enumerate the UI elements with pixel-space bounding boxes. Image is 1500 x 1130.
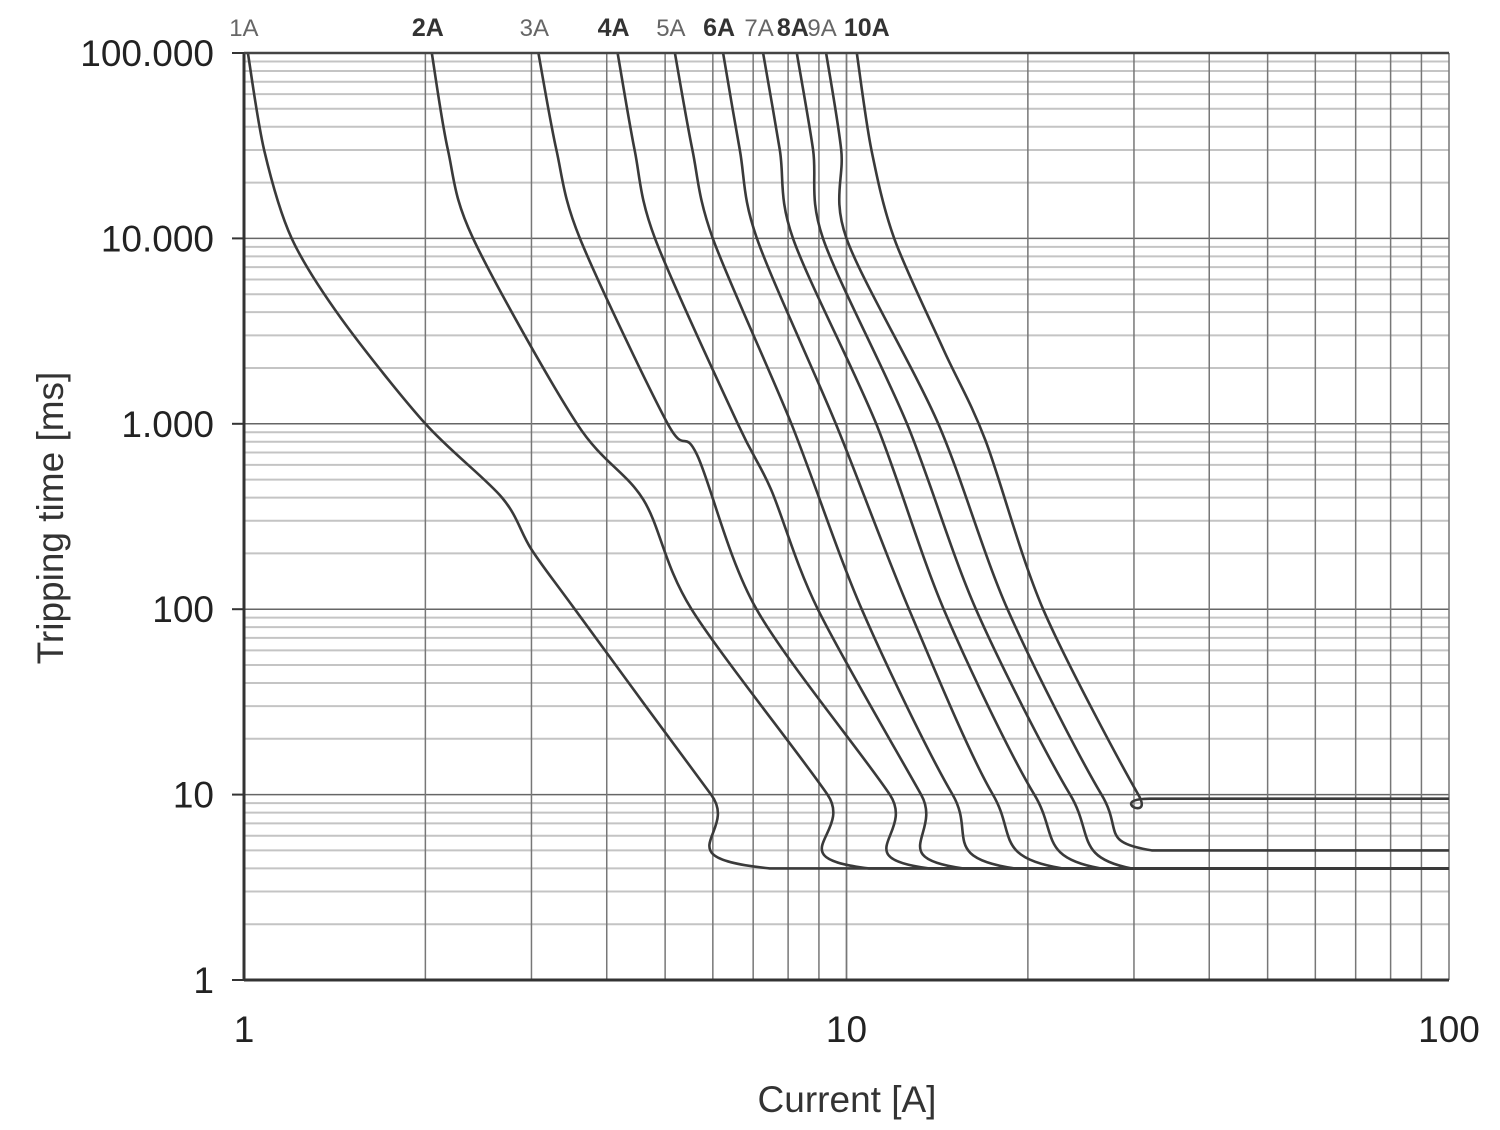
curve-10A xyxy=(855,52,1449,810)
curve-7A xyxy=(761,52,1449,870)
x-tick-label: 10 xyxy=(826,1009,867,1050)
curves xyxy=(246,52,1449,870)
series-label-4A: 4A xyxy=(598,14,630,42)
tick-labels: 100.000 10.000 1.000 100 10 11 10 100 xyxy=(80,33,1480,1050)
y-axis-label: Tripping time [ms] xyxy=(30,372,71,665)
curve-9A xyxy=(824,52,1449,852)
series-label-5A: 5A xyxy=(656,15,685,42)
y-tick-label: 100.000 xyxy=(80,33,214,74)
series-label-6A: 6A xyxy=(703,14,735,42)
y-tick-label: 10.000 xyxy=(101,218,214,259)
y-tick-label: 1 xyxy=(193,960,214,1001)
series-label-8A: 8A xyxy=(777,14,809,42)
x-tick-label: 100 xyxy=(1418,1009,1480,1050)
y-tick-label: 10 xyxy=(173,775,214,816)
curve-1A xyxy=(246,52,1449,870)
y-tick-label: 1.000 xyxy=(121,404,214,445)
curve-8A xyxy=(795,52,1449,870)
x-tick-label: 1 xyxy=(234,1009,255,1050)
series-label-2A: 2A xyxy=(412,14,444,42)
curve-3A xyxy=(537,52,1449,870)
curve-2A xyxy=(430,52,1449,870)
x-axis-label: Current [A] xyxy=(758,1079,937,1120)
axes xyxy=(232,51,1449,982)
series-label-10A: 10A xyxy=(844,14,890,42)
curve-4A xyxy=(616,52,1449,870)
curve-6A xyxy=(721,52,1449,870)
curve-5A xyxy=(673,52,1449,870)
y-tick-label: 100 xyxy=(152,589,214,630)
series-label-3A: 3A xyxy=(520,15,549,42)
series-label-1A: 1A xyxy=(229,15,258,42)
series-label-7A: 7A xyxy=(744,15,773,42)
series-label-9A: 9A xyxy=(807,15,836,42)
grid xyxy=(243,52,1450,981)
